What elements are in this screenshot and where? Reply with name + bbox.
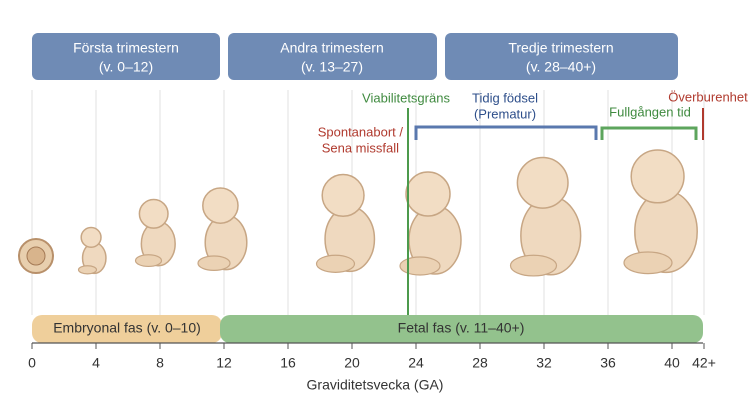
phase-label: Embryonal fas (v. 0–10) bbox=[53, 320, 201, 336]
fetus-head bbox=[516, 156, 569, 209]
tick-label: 0 bbox=[28, 355, 36, 371]
trimester-title: Andra trimestern bbox=[280, 40, 383, 56]
viability-label: Viabilitetsgräns bbox=[362, 90, 450, 105]
tick-label: 42+ bbox=[692, 355, 716, 371]
preterm-bracket bbox=[414, 125, 598, 140]
tick-label: 12 bbox=[216, 355, 232, 371]
trimester-box bbox=[228, 33, 437, 80]
tick-label: 20 bbox=[344, 355, 360, 371]
fetus-leg bbox=[315, 254, 356, 273]
fetus-leg bbox=[197, 255, 231, 271]
tick-label: 16 bbox=[280, 355, 296, 371]
phase-label: Fetal fas (v. 11–40+) bbox=[398, 320, 525, 336]
postterm-label: Överburenhet bbox=[668, 89, 748, 104]
fetus-head bbox=[630, 149, 685, 204]
term-label: Fullgången tid bbox=[609, 104, 691, 119]
fetus-head bbox=[80, 226, 102, 249]
fetus-head bbox=[321, 173, 365, 218]
miscarriage-label: Spontanabort / bbox=[318, 124, 404, 139]
fetus-head bbox=[405, 171, 451, 217]
tick-label: 36 bbox=[600, 355, 616, 371]
trimester-range: (v. 28–40+) bbox=[526, 59, 596, 75]
tick-label: 40 bbox=[664, 355, 680, 371]
tick-label: 32 bbox=[536, 355, 552, 371]
trimester-box bbox=[32, 33, 220, 80]
trimester-range: (v. 13–27) bbox=[301, 59, 363, 75]
fetus-leg bbox=[134, 254, 163, 268]
fetus-leg bbox=[399, 256, 441, 276]
fetus-head bbox=[138, 198, 169, 229]
phase-bar bbox=[32, 315, 222, 343]
fetus-leg bbox=[77, 265, 98, 275]
fetus-leg bbox=[623, 251, 673, 275]
term-bracket bbox=[600, 126, 698, 140]
trimester-box bbox=[445, 33, 678, 80]
miscarriage-label: Sena missfall bbox=[322, 140, 399, 155]
tick-label: 4 bbox=[92, 355, 100, 371]
fetus-leg bbox=[509, 254, 558, 277]
preterm-label: (Prematur) bbox=[474, 106, 536, 121]
trimester-title: Tredje trimestern bbox=[508, 40, 613, 56]
tick-label: 24 bbox=[408, 355, 424, 371]
tick-label: 8 bbox=[156, 355, 164, 371]
trimester-title: Första trimestern bbox=[73, 40, 179, 56]
axis-title: Graviditetsvecka (GA) bbox=[307, 377, 444, 393]
tick-label: 28 bbox=[472, 355, 488, 371]
fetus-head bbox=[202, 187, 239, 224]
preterm-label: Tidig födsel bbox=[472, 90, 538, 105]
zygote-core bbox=[26, 246, 46, 266]
trimester-range: (v. 0–12) bbox=[99, 59, 153, 75]
phase-bar bbox=[220, 315, 703, 343]
